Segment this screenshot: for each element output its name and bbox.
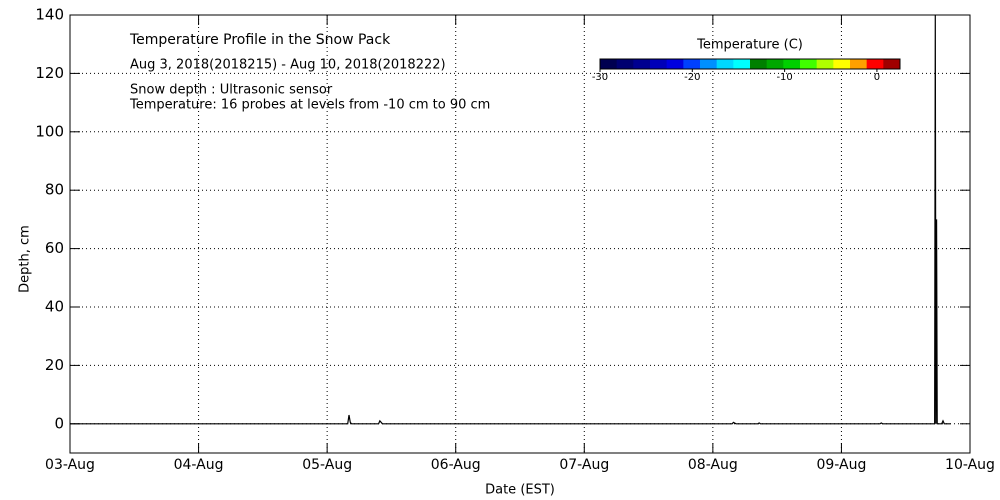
colorbar-segment xyxy=(700,59,718,69)
y-tick-label: 40 xyxy=(45,298,64,316)
colorbar-segment xyxy=(600,59,618,69)
plot-frame xyxy=(69,14,971,454)
colorbar-segment xyxy=(800,59,818,69)
colorbar-title: Temperature (C) xyxy=(696,38,803,53)
colorbar-tick-label: -10 xyxy=(776,72,792,83)
depth-line xyxy=(70,15,951,425)
annotation: Snow depth : Ultrasonic sensor xyxy=(130,83,333,98)
colorbar-tick-label: -30 xyxy=(592,72,608,83)
colorbar-segment xyxy=(733,59,751,69)
y-tick-label: 60 xyxy=(45,239,64,257)
colorbar-segment xyxy=(716,59,734,69)
chart-title: Temperature Profile in the Snow Pack xyxy=(129,32,391,48)
x-tick-label: 09-Aug xyxy=(816,457,866,473)
x-tick-label: 03-Aug xyxy=(45,457,95,473)
y-axis-label: Depth, cm xyxy=(18,225,33,293)
colorbar-segment xyxy=(616,59,634,69)
y-tick-label: 80 xyxy=(45,181,64,199)
colorbar-segment xyxy=(850,59,868,69)
colorbar-segment xyxy=(816,59,834,69)
colorbar-frame xyxy=(599,58,901,70)
colorbar-segment xyxy=(766,59,784,69)
y-tick-label: 140 xyxy=(35,6,64,24)
y-tick-label: 100 xyxy=(35,122,64,140)
x-tick-label: 04-Aug xyxy=(174,457,224,473)
colorbar-segment xyxy=(750,59,768,69)
y-tick-label: 0 xyxy=(54,414,64,432)
x-tick-label: 07-Aug xyxy=(559,457,609,473)
colorbar-segment xyxy=(866,59,884,69)
colorbar-segment xyxy=(783,59,801,69)
y-tick-label: 120 xyxy=(35,64,64,82)
annotation: Temperature: 16 probes at levels from -1… xyxy=(129,98,490,113)
chart-subtitle: Aug 3, 2018(2018215) - Aug 10, 2018(2018… xyxy=(130,58,446,73)
x-axis-label: Date (EST) xyxy=(485,483,555,498)
x-tick-label: 06-Aug xyxy=(431,457,481,473)
colorbar-segment xyxy=(833,59,851,69)
colorbar-tick-label: -20 xyxy=(684,72,700,83)
colorbar-segment xyxy=(666,59,684,69)
colorbar-segment xyxy=(650,59,668,69)
colorbar-segment xyxy=(683,59,701,69)
colorbar-segment xyxy=(633,59,651,69)
colorbar-segment xyxy=(883,59,901,69)
x-tick-label: 05-Aug xyxy=(302,457,352,473)
y-tick-label: 20 xyxy=(45,356,64,374)
colorbar-tick-label: 0 xyxy=(874,72,880,83)
x-tick-label: 10-Aug xyxy=(945,457,995,473)
x-tick-label: 08-Aug xyxy=(688,457,738,473)
